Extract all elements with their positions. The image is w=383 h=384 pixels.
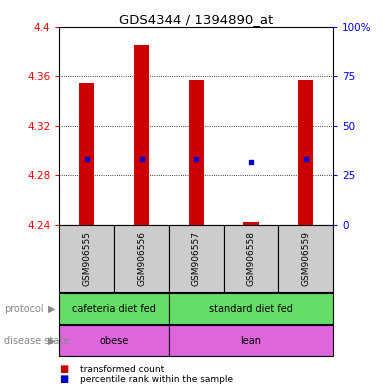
Bar [278, 225, 333, 292]
Text: GSM906556: GSM906556 [137, 231, 146, 286]
Text: percentile rank within the sample: percentile rank within the sample [80, 375, 234, 384]
Bar [59, 325, 169, 356]
Text: cafeteria diet fed: cafeteria diet fed [72, 304, 156, 314]
Bar [79, 83, 95, 225]
Text: GSM906559: GSM906559 [301, 231, 310, 286]
Text: standard diet fed: standard diet fed [209, 304, 293, 314]
Text: transformed count: transformed count [80, 365, 165, 374]
Bar [224, 225, 278, 292]
Bar [298, 80, 314, 225]
Text: disease state: disease state [4, 336, 69, 346]
Text: protocol: protocol [4, 304, 43, 314]
Bar [134, 45, 149, 225]
Text: obese: obese [100, 336, 129, 346]
Bar [243, 222, 259, 225]
Bar [114, 225, 169, 292]
Bar [169, 325, 333, 356]
Text: GSM906555: GSM906555 [82, 231, 91, 286]
Text: lean: lean [241, 336, 262, 346]
Title: GDS4344 / 1394890_at: GDS4344 / 1394890_at [119, 13, 273, 26]
Bar [59, 293, 169, 324]
Text: GSM906558: GSM906558 [247, 231, 255, 286]
Bar [188, 80, 204, 225]
Text: ▶: ▶ [48, 304, 56, 314]
Bar [169, 293, 333, 324]
Text: ▶: ▶ [48, 336, 56, 346]
Bar [59, 225, 114, 292]
Bar [169, 225, 224, 292]
Text: ■: ■ [59, 364, 69, 374]
Text: GSM906557: GSM906557 [192, 231, 201, 286]
Text: ■: ■ [59, 374, 69, 384]
